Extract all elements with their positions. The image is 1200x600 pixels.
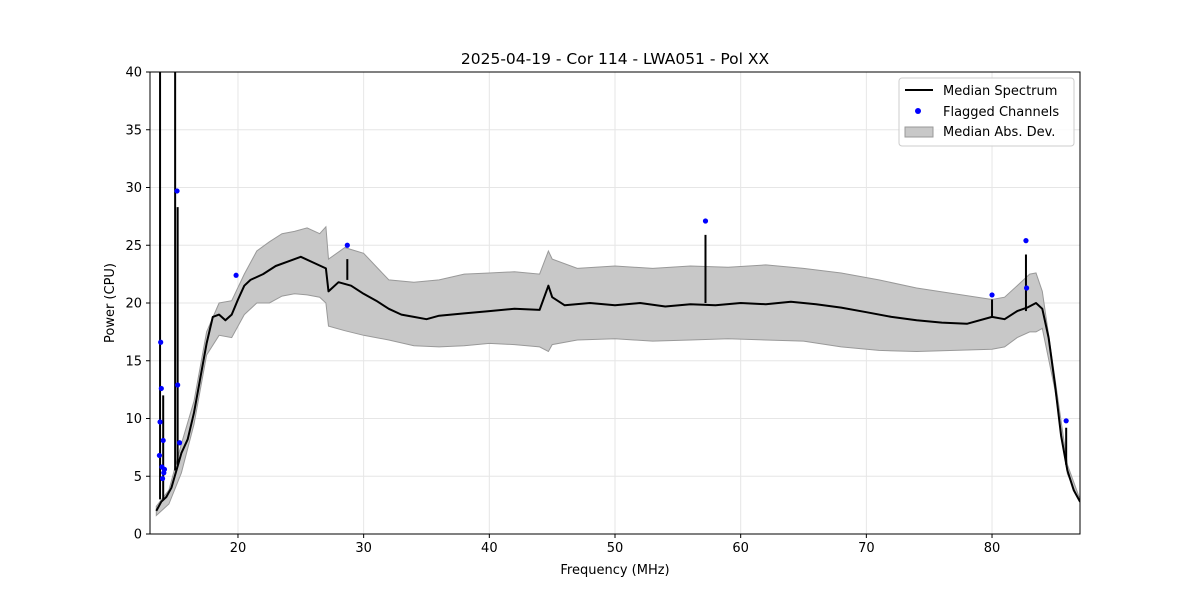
flagged-channel-point bbox=[233, 272, 239, 278]
y-axis-label: Power (CPU) bbox=[103, 263, 118, 343]
flagged-channel-point bbox=[1063, 418, 1069, 424]
y-axis-ticks: 0 5 10 15 20 25 30 35 40 bbox=[125, 66, 150, 543]
rfi-spike-layer bbox=[159, 72, 1068, 500]
flagged-channel-point bbox=[1023, 238, 1029, 244]
y-tick-label: 30 bbox=[125, 181, 142, 196]
legend-flagged-marker-swatch bbox=[915, 108, 921, 114]
legend: Median Spectrum Flagged Channels Median … bbox=[898, 77, 1075, 147]
median-spectrum-line bbox=[155, 255, 1080, 512]
flagged-channel-point bbox=[702, 218, 709, 224]
x-tick-label: 60 bbox=[732, 541, 749, 556]
flagged-channel-point bbox=[1023, 285, 1030, 291]
y-tick-label: 25 bbox=[125, 239, 142, 254]
legend-mad-band-swatch bbox=[904, 126, 934, 138]
flagged-channel-point bbox=[158, 339, 164, 345]
y-tick-label: 10 bbox=[125, 412, 142, 427]
y-tick-label: 20 bbox=[125, 297, 142, 312]
y-tick-label: 40 bbox=[125, 66, 142, 81]
legend-median-label: Median Spectrum bbox=[943, 84, 1057, 99]
x-tick-label: 40 bbox=[481, 541, 498, 556]
flagged-channel-point bbox=[159, 475, 166, 482]
flagged-channel-point bbox=[176, 440, 183, 446]
flagged-channel-point bbox=[175, 382, 181, 388]
x-tick-label: 50 bbox=[607, 541, 624, 556]
flagged-channel-point bbox=[160, 437, 166, 444]
legend-box bbox=[898, 77, 1075, 147]
flagged-channel-point bbox=[344, 242, 350, 248]
mad-band-area bbox=[155, 225, 1080, 517]
legend-flagged-label: Flagged Channels bbox=[943, 105, 1059, 120]
flagged-channel-point bbox=[989, 292, 995, 298]
x-tick-label: 20 bbox=[230, 541, 247, 556]
x-axis-label: Frequency (MHz) bbox=[560, 563, 669, 578]
flagged-channel-point bbox=[156, 452, 163, 459]
flagged-channel-point bbox=[174, 188, 180, 194]
x-tick-label: 30 bbox=[355, 541, 372, 556]
x-tick-label: 80 bbox=[984, 541, 1001, 556]
flagged-points-layer bbox=[156, 188, 1069, 482]
y-tick-label: 0 bbox=[134, 528, 142, 543]
y-tick-label: 35 bbox=[125, 123, 142, 138]
flagged-channel-point bbox=[158, 385, 164, 392]
chart-title: 2025-04-19 - Cor 114 - LWA051 - Pol XX bbox=[461, 50, 770, 68]
median-line-layer bbox=[155, 255, 1080, 512]
legend-mad-label: Median Abs. Dev. bbox=[943, 125, 1055, 140]
flagged-channel-point bbox=[157, 419, 163, 425]
x-tick-label: 70 bbox=[858, 541, 875, 556]
x-axis-ticks: 20 30 40 50 60 70 80 bbox=[230, 534, 1001, 556]
mad-band-layer bbox=[155, 225, 1080, 517]
y-tick-label: 15 bbox=[125, 354, 142, 369]
flagged-channel-point bbox=[161, 466, 168, 472]
y-tick-label: 5 bbox=[134, 470, 142, 485]
